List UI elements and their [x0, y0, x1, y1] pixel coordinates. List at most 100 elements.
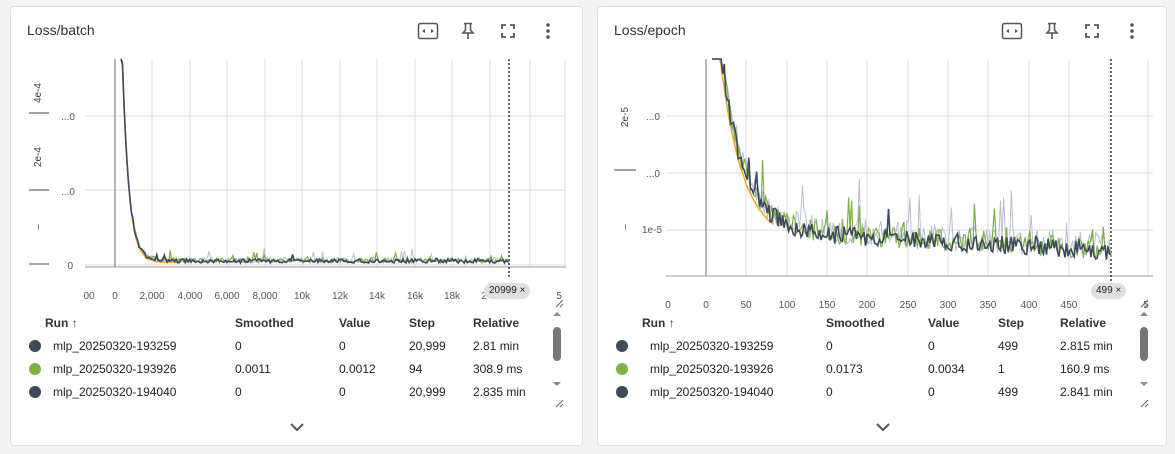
step-cell: 20,999: [409, 338, 446, 353]
y-tick-label: ...0: [646, 169, 660, 180]
chevron-down-icon[interactable]: [287, 419, 307, 435]
relative-cell: 160.9 ms: [1060, 361, 1110, 376]
table-scrollbar[interactable]: [551, 310, 563, 410]
loss-batch-chart[interactable]: 4e-4 2e-4 – ...0 ...0 0 00 0 2,000 4,000 6,0…: [11, 51, 583, 311]
run-row[interactable]: mlp_20250320-193259 0 0 499 2.815 min: [616, 334, 1126, 357]
pin-icon[interactable]: [1032, 19, 1072, 43]
y-side-label: –: [620, 224, 631, 230]
run-name: mlp_20250320-193259: [53, 338, 177, 353]
smoothed-value: 0.0173: [826, 361, 863, 376]
card-title: Loss/epoch: [614, 22, 686, 38]
y-tick-label: 1e-5: [642, 225, 662, 236]
value-cell: 0: [339, 338, 346, 353]
column-header-value[interactable]: Value: [339, 316, 371, 330]
runs-table: Run ↑ Smoothed Value Step Relative mlp_2…: [29, 312, 539, 403]
x-tick-label: 0: [112, 291, 118, 302]
loss-epoch-chart[interactable]: 2e-5 – ...0 ...0 1e-5 0 0 50 100 150 200 250 30…: [598, 51, 1167, 311]
run-row[interactable]: mlp_20250320-194040 0 0 499 2.841 min: [616, 380, 1126, 403]
column-header-smoothed[interactable]: Smoothed: [826, 316, 885, 330]
column-header-step[interactable]: Step: [409, 316, 436, 330]
run-color-dot[interactable]: [616, 340, 628, 353]
run-color-dot[interactable]: [29, 386, 41, 399]
series-line[interactable]: [120, 58, 510, 265]
relative-cell: 308.9 ms: [473, 361, 523, 376]
run-color-dot[interactable]: [616, 386, 628, 399]
column-header-run[interactable]: Run ↑: [642, 316, 675, 330]
column-header-run[interactable]: Run ↑: [45, 316, 78, 330]
y-side-label: –: [33, 224, 44, 230]
x-tick-label: 0: [703, 300, 709, 311]
step-marker-label: 20999: [489, 285, 517, 296]
column-header-value[interactable]: Value: [928, 316, 960, 330]
x-tick-label: 250: [900, 300, 917, 311]
run-name: mlp_20250320-193926: [53, 361, 177, 376]
resize-handle-icon[interactable]: [554, 398, 564, 408]
series-line[interactable]: [712, 58, 1112, 259]
run-color-dot[interactable]: [29, 340, 41, 353]
series-line[interactable]: [120, 58, 181, 264]
fit-domain-icon[interactable]: [408, 19, 448, 43]
x-tick-label: 300: [940, 300, 957, 311]
run-name: mlp_20250320-194040: [650, 384, 774, 399]
scroll-thumb[interactable]: [553, 327, 561, 361]
value-cell: 0: [928, 384, 935, 399]
resize-handle-icon[interactable]: [554, 298, 564, 308]
run-row[interactable]: mlp_20250320-193926 0.0173 0.0034 1 160.9 ms: [616, 357, 1126, 380]
run-row[interactable]: mlp_20250320-193926 0.0011 0.0012 94 308.9 m…: [29, 357, 539, 380]
x-tick-label: 8,000: [252, 291, 277, 302]
chevron-down-icon[interactable]: [873, 419, 893, 435]
series-line[interactable]: [120, 58, 510, 265]
step-marker-label: 499: [1096, 285, 1113, 296]
y-side-label: 2e-5: [620, 107, 631, 127]
smoothed-value: 0: [235, 384, 242, 399]
column-header-step[interactable]: Step: [998, 316, 1025, 330]
smoothed-value: 0: [235, 338, 242, 353]
series-line[interactable]: [712, 58, 774, 226]
fullscreen-icon[interactable]: [488, 19, 528, 43]
resize-handle-icon[interactable]: [1139, 298, 1149, 308]
x-tick-label: 12k: [332, 291, 349, 302]
step-marker-pill[interactable]: 20999 ×: [484, 283, 531, 299]
run-color-dot[interactable]: [29, 363, 41, 376]
table-scrollbar[interactable]: [1138, 310, 1150, 410]
value-cell: 0.0034: [928, 361, 965, 376]
close-icon[interactable]: ×: [1115, 285, 1122, 296]
runs-table: Run ↑ Smoothed Value Step Relative mlp_2…: [616, 312, 1126, 403]
fit-domain-icon[interactable]: [992, 19, 1032, 43]
series-line[interactable]: [120, 58, 510, 265]
y-tick-label: ...0: [646, 112, 660, 123]
column-header-smoothed[interactable]: Smoothed: [235, 316, 294, 330]
pin-icon[interactable]: [448, 19, 488, 43]
smoothed-value: 0: [826, 384, 833, 399]
column-header-relative[interactable]: Relative: [1060, 316, 1107, 330]
fullscreen-icon[interactable]: [1072, 19, 1112, 43]
close-icon[interactable]: ×: [519, 285, 526, 296]
column-header-relative[interactable]: Relative: [473, 316, 520, 330]
step-marker-pill[interactable]: 499 ×: [1091, 283, 1127, 299]
run-name: mlp_20250320-194040: [53, 384, 177, 399]
scroll-down-icon[interactable]: [1138, 380, 1150, 388]
scroll-down-icon[interactable]: [551, 380, 563, 388]
scroll-thumb[interactable]: [1140, 327, 1148, 361]
x-tick-label: 450: [1061, 300, 1078, 311]
more-vert-icon[interactable]: [1112, 19, 1152, 43]
more-vert-icon[interactable]: [528, 19, 568, 43]
series-line[interactable]: [712, 58, 1112, 261]
run-row[interactable]: mlp_20250320-194040 0 0 20,999 2.835 min: [29, 380, 539, 403]
x-tick-label: 2,000: [139, 291, 164, 302]
smoothed-value: 0: [826, 338, 833, 353]
run-color-dot[interactable]: [616, 363, 628, 376]
run-row[interactable]: mlp_20250320-193259 0 0 20,999 2.81 min: [29, 334, 539, 357]
scroll-up-icon[interactable]: [551, 310, 563, 318]
x-tick-label: 00: [83, 291, 95, 302]
scroll-up-icon[interactable]: [1138, 310, 1150, 318]
value-cell: 0.0012: [339, 361, 376, 376]
x-tick-label: 200: [859, 300, 876, 311]
series-line[interactable]: [712, 58, 1112, 258]
value-cell: 0: [928, 338, 935, 353]
x-tick-label: 5: [556, 291, 562, 302]
x-tick-label: 100: [779, 300, 796, 311]
step-cell: 1: [998, 361, 1005, 376]
resize-handle-icon[interactable]: [1139, 398, 1149, 408]
x-tick-label: 18k: [444, 291, 461, 302]
